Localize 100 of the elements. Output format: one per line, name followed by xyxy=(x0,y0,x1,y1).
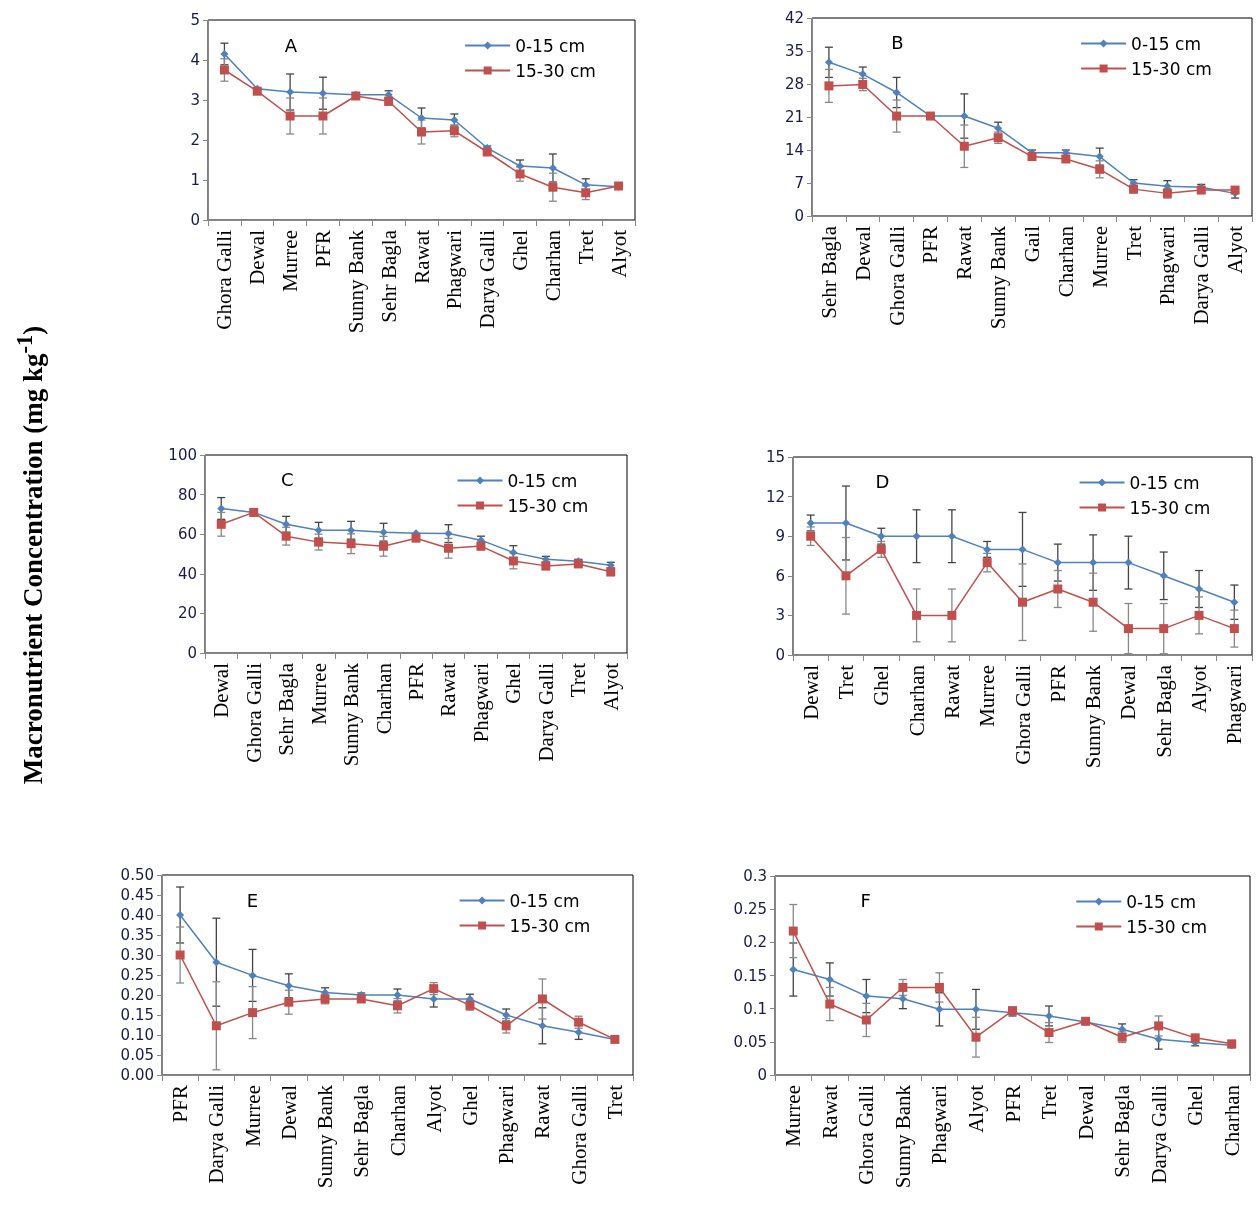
x-tick-label: PFR xyxy=(404,663,428,701)
y-tick-label: 0.05 xyxy=(733,1032,767,1051)
legend-label: 0-15 cm xyxy=(507,470,578,491)
x-tick-label: PFR xyxy=(1045,665,1070,703)
y-tick-label: 0.15 xyxy=(120,1006,154,1024)
x-tick-label: Darya Galli xyxy=(533,662,558,762)
x-tick-label: Alyot xyxy=(598,662,623,711)
x-tick-label: Alyot xyxy=(1223,225,1248,274)
x-tick-label: Sehr Bagla xyxy=(274,662,299,756)
x-tick-label: Ghora Galli xyxy=(884,225,909,326)
y-tick-label: 0.35 xyxy=(120,926,154,944)
x-tick-label: Phagwari xyxy=(927,1084,952,1165)
x-tick-label: Charhan xyxy=(1219,1084,1244,1157)
x-tick-label: Sunny Bank xyxy=(313,1084,338,1189)
y-tick-label: 28 xyxy=(784,75,804,93)
y-tick-label: 3 xyxy=(775,606,785,625)
x-tick-label: Dewal xyxy=(798,664,823,720)
x-tick-label: Ghora Galli xyxy=(854,1084,879,1185)
x-tick-label: PFR xyxy=(310,230,335,268)
y-tick-label: 15 xyxy=(765,448,785,466)
x-tick-label: Darya Galli xyxy=(1189,225,1214,325)
x-tick-label: Dewal xyxy=(1116,664,1141,720)
y-tick-label: 100 xyxy=(168,446,197,464)
x-tick-label: Charhan xyxy=(540,229,565,302)
x-tick-label: Alyot xyxy=(963,1084,988,1133)
y-tick-label: 0 xyxy=(794,207,804,225)
y-tick-label: 14 xyxy=(784,141,804,159)
x-tick-label: Tret xyxy=(566,662,591,698)
y-tick-label: 0 xyxy=(190,211,200,229)
legend-label: 0-15 cm xyxy=(509,890,580,911)
legend-label: 15-30 cm xyxy=(507,495,589,516)
y-tick-label: 80 xyxy=(177,485,197,504)
x-tick-label: Tret xyxy=(1037,1084,1062,1120)
y-tick-label: 20 xyxy=(177,604,197,623)
y-tick-label: 0.45 xyxy=(120,886,154,904)
x-tick-label: Tret xyxy=(602,1084,627,1120)
y-tick-label: 0.40 xyxy=(120,906,154,924)
y-tick-label: 21 xyxy=(784,108,804,126)
x-tick-label: Charhan xyxy=(385,1084,410,1157)
annotation: D xyxy=(875,471,890,493)
y-tick-label: 42 xyxy=(784,9,804,27)
x-tick-label: Phagwari xyxy=(442,229,467,310)
y-tick-label: 0.15 xyxy=(733,966,767,985)
x-tick-label: Sehr Bagla xyxy=(1110,1084,1135,1178)
y-tick-label: 35 xyxy=(784,42,804,60)
y-tick-label: 7 xyxy=(794,174,804,192)
x-tick-label: Phagwari xyxy=(1222,664,1247,745)
x-tick-label: Alyot xyxy=(421,1084,446,1133)
x-tick-label: Rawat xyxy=(436,662,461,717)
x-tick-label: Murree xyxy=(306,663,331,725)
x-tick-label: Ghel xyxy=(1183,1084,1208,1126)
x-tick-label: Murree xyxy=(1087,226,1112,288)
x-tick-label: Ghel xyxy=(508,229,533,271)
legend-label: 15-30 cm xyxy=(509,915,591,936)
y-tick-label: 0.3 xyxy=(743,867,767,885)
x-tick-label: Ghel xyxy=(457,1084,482,1126)
x-tick-label: Charhan xyxy=(904,664,929,737)
y-tick-label: 4 xyxy=(190,51,200,69)
y-tick-label: 60 xyxy=(177,525,197,544)
x-tick-label: Gail xyxy=(1020,225,1044,263)
x-tick-label: PFR xyxy=(168,1085,193,1123)
y-tick-label: 0 xyxy=(775,646,785,664)
legend-label: 0-15 cm xyxy=(515,35,586,56)
annotation: E xyxy=(246,889,259,911)
x-tick-label: Alyot xyxy=(1187,664,1212,713)
x-tick-label: Sunny Bank xyxy=(890,1084,915,1189)
y-tick-label: 0 xyxy=(757,1066,767,1084)
x-tick-label: Ghora Galli xyxy=(241,662,266,763)
annotation: F xyxy=(860,890,871,912)
x-tick-label: Phagwari xyxy=(1155,225,1180,306)
legend-label: 15-30 cm xyxy=(515,60,596,81)
x-tick-label: PFR xyxy=(1000,1085,1025,1123)
x-tick-label: Dewal xyxy=(276,1084,301,1140)
annotation: A xyxy=(284,34,298,56)
y-tick-label: 0.25 xyxy=(733,900,767,919)
x-tick-label: Rawat xyxy=(409,229,434,284)
y-tick-label: 0.05 xyxy=(120,1046,154,1064)
y-tick-label: 0.2 xyxy=(743,933,767,952)
y-tick-label: 2 xyxy=(190,131,200,149)
y-tick-label: 5 xyxy=(190,11,200,29)
x-tick-label: Ghel xyxy=(869,664,894,706)
x-tick-label: Darya Galli xyxy=(475,229,500,329)
x-tick-label: Charhan xyxy=(371,662,396,735)
x-tick-label: Ghora Galli xyxy=(566,1084,591,1185)
x-tick-label: Darya Galli xyxy=(1146,1084,1171,1184)
legend-label: 0-15 cm xyxy=(1129,472,1200,493)
x-tick-label: Rawat xyxy=(939,664,964,719)
legend-label: 15-30 cm xyxy=(1126,916,1208,937)
x-tick-label: Sehr Bagla xyxy=(376,229,401,323)
x-tick-label: Murree xyxy=(781,1085,806,1147)
x-tick-label: Ghora Galli xyxy=(1010,664,1035,765)
y-tick-label: 0.25 xyxy=(120,966,154,984)
y-tick-label: 40 xyxy=(177,564,197,583)
legend-label: 15-30 cm xyxy=(1131,58,1212,79)
x-tick-label: PFR xyxy=(918,226,943,264)
y-tick-label: 1 xyxy=(190,171,200,189)
x-tick-label: Rawat xyxy=(817,1084,842,1139)
annotation: B xyxy=(891,32,904,54)
x-tick-label: Sehr Bagla xyxy=(816,225,841,319)
x-tick-label: Tret xyxy=(573,229,598,265)
